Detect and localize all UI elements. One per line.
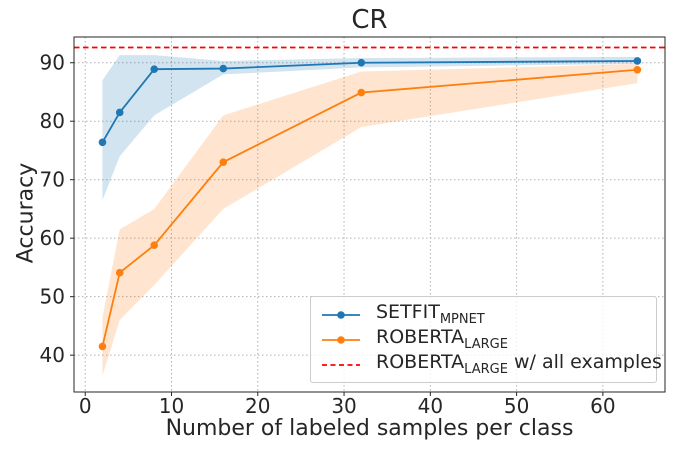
x-axis-label: Number of labeled samples per class xyxy=(165,416,574,441)
data-point-setfit_mpnet xyxy=(357,58,366,67)
data-point-roberta_large xyxy=(115,268,124,277)
x-tick-label: 20 xyxy=(245,394,270,418)
confidence-band-roberta_large xyxy=(102,63,638,376)
data-point-roberta_large xyxy=(357,88,366,97)
x-tick-label: 30 xyxy=(331,394,356,418)
y-tick-label: 40 xyxy=(40,343,65,367)
legend-label: SETFITMPNET xyxy=(376,301,485,327)
data-point-roberta_large xyxy=(150,241,159,250)
legend-line-marker-swatch xyxy=(321,306,361,324)
data-point-setfit_mpnet xyxy=(633,57,642,65)
data-point-setfit_mpnet xyxy=(219,64,228,73)
plot-border xyxy=(73,36,666,393)
y-tick-label: 50 xyxy=(40,285,65,309)
data-point-roberta_large xyxy=(219,158,228,166)
x-tick-label: 10 xyxy=(159,394,184,418)
x-tick-label: 50 xyxy=(504,394,529,418)
chart-title: CR xyxy=(351,5,388,35)
legend-label: ROBERTALARGE w/ all examples xyxy=(376,351,662,377)
legend-dashed-line-swatch xyxy=(321,356,361,374)
series-line-setfit_mpnet xyxy=(101,60,638,143)
data-point-setfit_mpnet xyxy=(98,138,107,147)
y-tick-label: 60 xyxy=(40,226,65,250)
legend-item-setfit-mpnet: SETFITMPNET xyxy=(321,302,646,327)
data-point-setfit_mpnet xyxy=(150,65,159,73)
x-tick-label: 0 xyxy=(79,394,92,418)
y-tick-label: 90 xyxy=(40,51,65,75)
y-tick-label: 80 xyxy=(40,109,65,133)
data-point-setfit_mpnet xyxy=(115,108,124,117)
y-tick-label: 70 xyxy=(40,168,65,192)
series-line-roberta_large xyxy=(101,68,638,347)
x-tick-label: 40 xyxy=(418,394,443,418)
data-point-roberta_large xyxy=(98,342,107,351)
legend-label: ROBERTALARGE xyxy=(376,326,508,352)
legend-item-roberta-large: ROBERTALARGE xyxy=(321,327,646,352)
legend-item-roberta-large-all-examples: ROBERTALARGE w/ all examples xyxy=(321,352,662,377)
x-tick-label: 60 xyxy=(590,394,615,418)
legend: SETFITMPNET ROBERTALARGE ROBERTALARGE w/… xyxy=(310,296,662,383)
legend-line-marker-swatch xyxy=(321,331,361,349)
data-point-roberta_large xyxy=(633,65,642,74)
